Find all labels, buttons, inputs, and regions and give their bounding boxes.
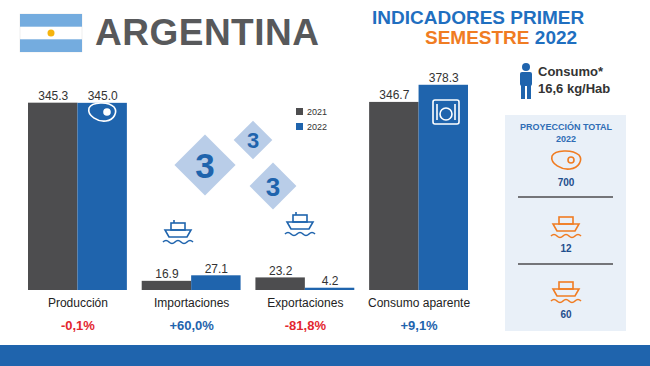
svg-text:16.9: 16.9 [155,267,179,281]
svg-text:345.0: 345.0 [88,89,118,103]
svg-text:23.2: 23.2 [269,264,293,278]
html-text:2021: 2021 [307,107,327,117]
svg-text:2022: 2022 [556,134,576,144]
svg-text:3: 3 [195,146,214,185]
svg-text:12: 12 [560,243,572,254]
svg-text:4.2: 4.2 [322,274,339,288]
svg-text:Consumo*: Consumo* [538,64,604,79]
html-text:SEMESTRE 2022: SEMESTRE 2022 [425,27,578,48]
html-text:ARGENTINA: ARGENTINA [95,12,320,53]
svg-text:60: 60 [560,309,572,320]
svg-text:3: 3 [247,128,259,153]
svg-text:346.7: 346.7 [379,88,409,102]
svg-text:-81,8%: -81,8% [285,318,327,333]
svg-text:PROYECCIÓN TOTAL: PROYECCIÓN TOTAL [520,121,613,132]
svg-text:16,6 kg/Hab: 16,6 kg/Hab [538,81,610,96]
svg-text:Consumo aparente: Consumo aparente [368,296,470,310]
svg-text:700: 700 [558,177,575,188]
svg-text:345.3: 345.3 [38,89,68,103]
svg-text:378.3: 378.3 [429,71,459,85]
html-text:2022: 2022 [307,122,327,132]
svg-text:Producción: Producción [48,296,108,310]
svg-text:Exportaciones: Exportaciones [267,296,343,310]
svg-text:3: 3 [266,172,280,202]
svg-text:+9,1%: +9,1% [400,318,438,333]
svg-text:Importaciones: Importaciones [154,296,229,310]
svg-text:27.1: 27.1 [205,262,229,276]
svg-text:-0,1%: -0,1% [61,318,95,333]
html-text:INDICADORES PRIMER: INDICADORES PRIMER [372,7,585,28]
svg-text:+60,0%: +60,0% [169,318,214,333]
